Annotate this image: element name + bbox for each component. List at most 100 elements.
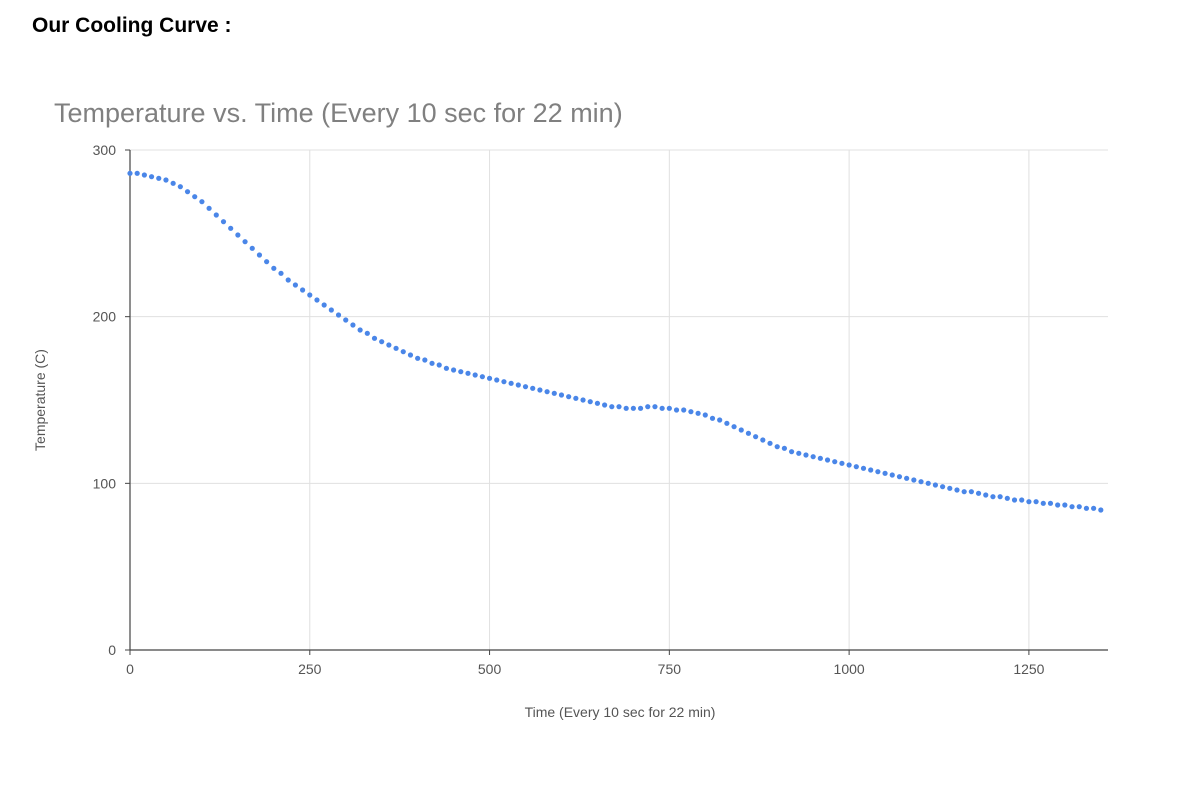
data-point (983, 492, 988, 497)
data-point (221, 219, 226, 224)
x-tick-label: 0 (126, 661, 134, 677)
data-point (250, 246, 255, 251)
data-point (142, 172, 147, 177)
data-point (760, 437, 765, 442)
data-point (552, 391, 557, 396)
data-point (149, 174, 154, 179)
data-point (803, 452, 808, 457)
data-point (465, 371, 470, 376)
data-point (660, 406, 665, 411)
data-point (494, 377, 499, 382)
data-point (1091, 506, 1096, 511)
data-point (746, 431, 751, 436)
data-point (775, 444, 780, 449)
data-point (1084, 506, 1089, 511)
data-point (703, 412, 708, 417)
data-point (156, 176, 161, 181)
data-point (710, 416, 715, 421)
data-point (163, 177, 168, 182)
data-point (595, 401, 600, 406)
data-point (624, 406, 629, 411)
data-point (286, 277, 291, 282)
data-point (278, 271, 283, 276)
data-point (832, 459, 837, 464)
data-point (638, 406, 643, 411)
data-point (350, 322, 355, 327)
data-point (544, 389, 549, 394)
data-point (537, 387, 542, 392)
data-point (904, 476, 909, 481)
data-point (127, 171, 132, 176)
data-point (868, 467, 873, 472)
x-tick-label: 1250 (1013, 661, 1044, 677)
x-tick-label: 750 (658, 661, 682, 677)
data-point (926, 481, 931, 486)
data-point (293, 282, 298, 287)
data-point (458, 369, 463, 374)
data-point (207, 206, 212, 211)
data-point (811, 454, 816, 459)
data-point (918, 479, 923, 484)
data-point (1019, 497, 1024, 502)
data-point (933, 482, 938, 487)
data-point (451, 367, 456, 372)
data-point (429, 361, 434, 366)
data-point (1026, 499, 1031, 504)
data-point (602, 402, 607, 407)
data-point (990, 494, 995, 499)
data-point (509, 381, 514, 386)
data-point (228, 226, 233, 231)
data-point (688, 409, 693, 414)
data-point (516, 382, 521, 387)
x-tick-labels: 025050075010001250 (126, 661, 1045, 677)
data-point (875, 469, 880, 474)
data-point (487, 376, 492, 381)
data-point (696, 411, 701, 416)
data-point (882, 471, 887, 476)
data-point (739, 427, 744, 432)
data-point (631, 406, 636, 411)
data-point (573, 396, 578, 401)
data-point (616, 404, 621, 409)
data-point (645, 404, 650, 409)
data-point (257, 252, 262, 257)
data-point (1033, 499, 1038, 504)
gridlines (130, 150, 1108, 650)
data-point (588, 399, 593, 404)
data-point (854, 464, 859, 469)
data-point (422, 357, 427, 362)
y-tick-label: 100 (93, 475, 117, 491)
data-point (1005, 496, 1010, 501)
data-point (408, 352, 413, 357)
y-tick-label: 300 (93, 142, 117, 158)
data-point (480, 374, 485, 379)
data-point (135, 171, 140, 176)
data-point (782, 446, 787, 451)
data-point (171, 181, 176, 186)
axes (125, 150, 1108, 655)
data-point (969, 489, 974, 494)
data-point (214, 212, 219, 217)
data-point (580, 397, 585, 402)
chart-svg: 025050075010001250 0100200300 (0, 0, 1200, 793)
data-point (940, 484, 945, 489)
data-point (954, 487, 959, 492)
data-point (386, 342, 391, 347)
data-point (300, 287, 305, 292)
data-point (1012, 497, 1017, 502)
data-point (897, 474, 902, 479)
data-point (271, 266, 276, 271)
data-point (343, 317, 348, 322)
y-tick-labels: 0100200300 (93, 142, 117, 658)
data-point (1098, 507, 1103, 512)
data-point (681, 407, 686, 412)
x-tick-label: 1000 (834, 661, 865, 677)
data-point (674, 407, 679, 412)
y-axis-label: Temperature (C) (32, 349, 48, 451)
data-point (415, 356, 420, 361)
y-tick-label: 200 (93, 309, 117, 325)
data-point (336, 312, 341, 317)
data-point (178, 184, 183, 189)
data-point (796, 451, 801, 456)
data-point (365, 331, 370, 336)
